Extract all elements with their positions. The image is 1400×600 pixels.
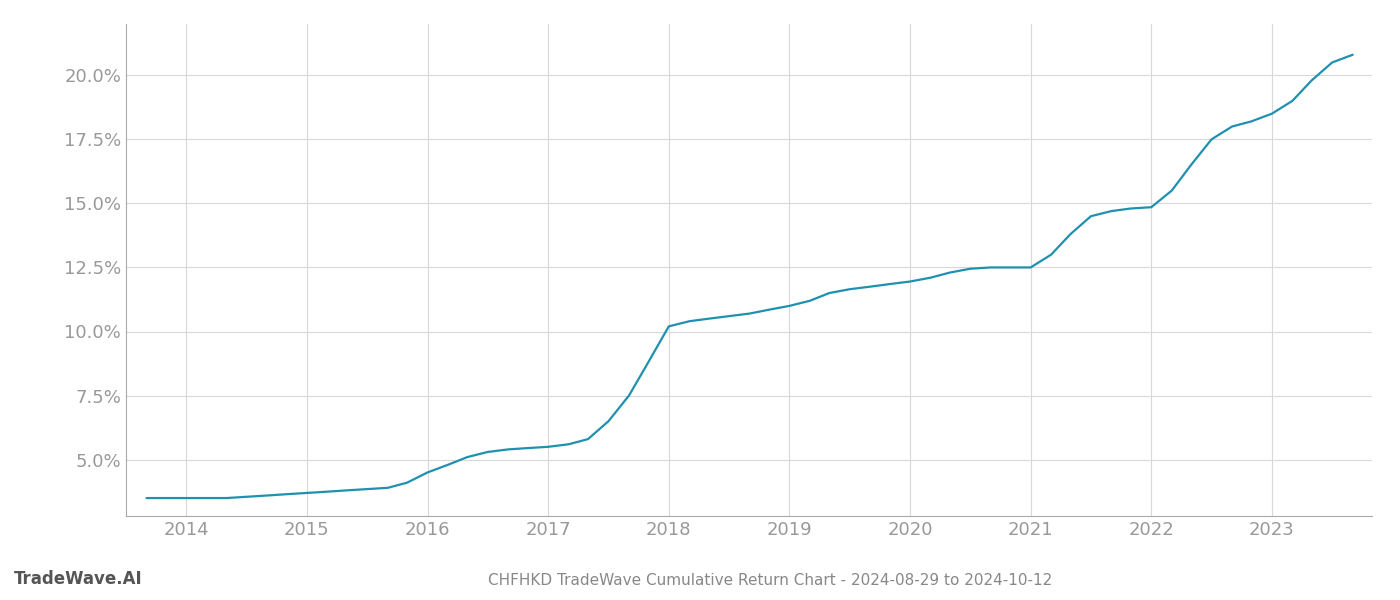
- Text: CHFHKD TradeWave Cumulative Return Chart - 2024-08-29 to 2024-10-12: CHFHKD TradeWave Cumulative Return Chart…: [487, 573, 1053, 588]
- Text: TradeWave.AI: TradeWave.AI: [14, 570, 143, 588]
